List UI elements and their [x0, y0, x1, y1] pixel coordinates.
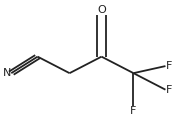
Text: F: F [130, 106, 137, 116]
Text: F: F [165, 61, 172, 71]
Text: F: F [165, 85, 172, 95]
Text: N: N [3, 68, 11, 78]
Text: O: O [97, 5, 106, 15]
